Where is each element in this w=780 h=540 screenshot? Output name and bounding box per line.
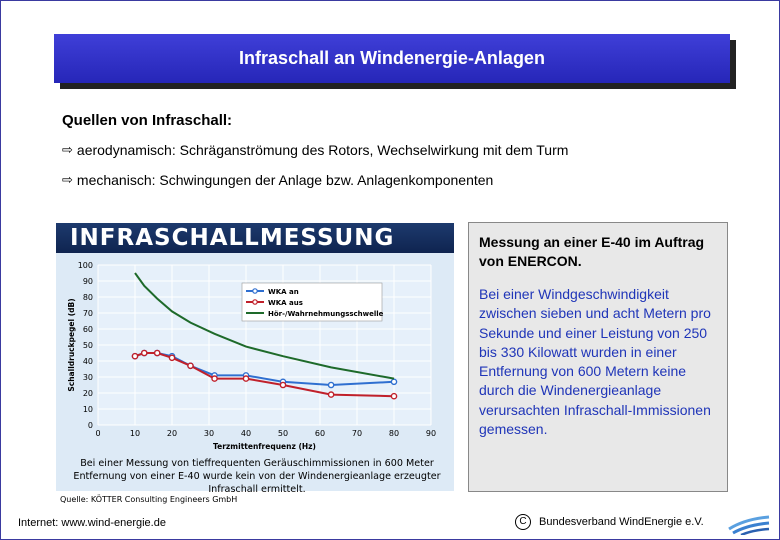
data-point <box>168 354 176 362</box>
y-tick-label: 30 <box>83 373 93 382</box>
data-point <box>187 362 194 370</box>
legend-marker <box>252 299 258 305</box>
slide-title-text: Infraschall an Windenergie-Anlagen <box>239 48 545 68</box>
legend-box <box>241 282 383 322</box>
y-tick-label: 90 <box>83 277 93 286</box>
y-tick-label: 60 <box>83 325 93 334</box>
y-tick-label: 40 <box>83 357 93 366</box>
x-tick-label: 70 <box>352 429 362 438</box>
y-axis-label: Schalldruckpegel (dB) <box>67 298 76 391</box>
footer-website: Internet: www.wind-energie.de <box>18 517 166 529</box>
source-note: Quelle: KÖTTER Consulting Engineers GmbH <box>60 495 238 504</box>
arrow-right-outline-icon: ⇨ <box>62 172 73 187</box>
copyright-icon: C <box>515 514 531 530</box>
y-tick-label: 50 <box>83 341 93 350</box>
data-point <box>327 381 335 389</box>
x-tick-label: 80 <box>389 429 399 438</box>
series-line-2 <box>134 272 395 380</box>
data-point <box>131 352 139 360</box>
slide-title: Infraschall an Windenergie-Anlagen <box>54 34 730 83</box>
x-tick-label: 0 <box>95 429 100 438</box>
y-tick-label: 10 <box>83 405 93 414</box>
y-tick-label: 80 <box>83 293 93 302</box>
data-point <box>140 349 148 357</box>
legend-label: Hör-/Wahrnehmungsschwelle <box>268 310 384 318</box>
y-tick-label: 20 <box>83 389 93 398</box>
bullet-text: aerodynamisch: Schräganströmung des Roto… <box>76 142 569 158</box>
bullet-aerodynamic: ⇨ aerodynamisch: Schräganströmung des Ro… <box>62 142 568 158</box>
x-axis-label: Terzmittenfrequenz (Hz) <box>213 442 316 451</box>
data-point <box>211 375 218 382</box>
chart-caption: Bei einer Messung von tieffrequenten Ger… <box>73 458 441 495</box>
x-tick-label: 10 <box>130 429 140 438</box>
chart-panel: INFRASCHALLMESSUNG 0 10 20 30 40 50 60 70 80 90 10… <box>56 223 454 495</box>
legend-label: WKA aus <box>268 299 303 307</box>
x-tick-label: 90 <box>426 429 436 438</box>
bullet-text: mechanisch: Schwingungen der Anlage bzw.… <box>76 172 494 188</box>
chart-title: INFRASCHALLMESSUNG <box>56 223 454 253</box>
footer-org: C Bundesverband WindEnergie e.V. <box>515 514 704 530</box>
data-point <box>390 378 398 386</box>
info-heading: Messung an einer E-40 im Auftrag von ENE… <box>479 234 705 269</box>
x-tick-label: 60 <box>315 429 325 438</box>
data-point <box>242 375 250 382</box>
data-point <box>279 381 287 389</box>
x-tick-label: 20 <box>167 429 177 438</box>
legend-marker <box>252 288 258 294</box>
bullet-mechanical: ⇨ mechanisch: Schwingungen der Anlage bz… <box>62 172 493 188</box>
footer-org-text: Bundesverband WindEnergie e.V. <box>539 516 704 528</box>
info-body: Bei einer Windgeschwindigkeit zwischen s… <box>479 286 711 438</box>
y-tick-label: 0 <box>88 421 93 430</box>
arrow-right-outline-icon: ⇨ <box>62 142 73 157</box>
legend-label: WKA an <box>268 288 299 296</box>
y-tick-label: 100 <box>78 261 93 270</box>
x-tick-label: 40 <box>241 429 251 438</box>
data-point <box>390 392 398 400</box>
sources-heading: Quellen von Infraschall: <box>62 112 233 129</box>
data-point <box>153 349 161 357</box>
x-tick-label: 50 <box>278 429 288 438</box>
infrasound-chart: 0 10 20 30 40 50 60 70 80 90 100 0 10 20 30 40 50 60 70 80 9… <box>67 261 436 451</box>
series-line-1 <box>134 352 395 398</box>
y-tick-label: 70 <box>83 309 93 318</box>
bwe-wind-logo-icon <box>728 515 770 535</box>
data-point <box>327 391 335 398</box>
x-tick-label: 30 <box>204 429 214 438</box>
info-box: Messung an einer E-40 im Auftrag von ENE… <box>468 222 728 492</box>
